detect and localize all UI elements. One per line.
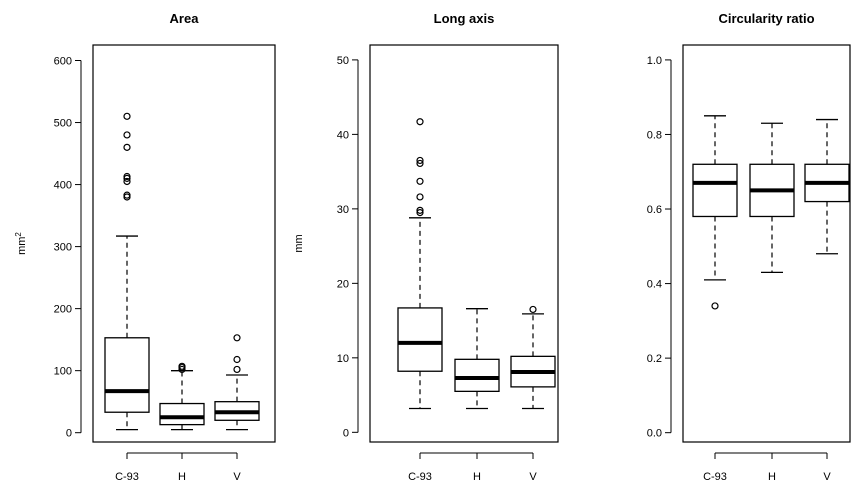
plot-frame — [682, 44, 851, 443]
x-tick-label: V — [233, 471, 241, 483]
panel-1: Long axis 0 10 20 30 40 50 mm C-93 H V — [293, 11, 559, 483]
iqr-box — [454, 358, 500, 393]
plot-frame — [369, 44, 559, 443]
y-tick-label: 400 — [54, 180, 72, 192]
outlier-point — [178, 362, 186, 370]
y-tick-label: 1.0 — [647, 55, 662, 67]
iqr-box — [692, 163, 738, 218]
y-tick-label: 10 — [337, 353, 349, 365]
x-tick-label: H — [178, 471, 186, 483]
y-axis-label: mm2 — [14, 232, 29, 255]
outlier-point — [416, 177, 424, 185]
y-tick-label: 0.2 — [647, 353, 662, 365]
box-H — [454, 308, 500, 410]
plot-frame — [92, 44, 276, 443]
outlier-point — [416, 193, 424, 201]
outlier-point — [233, 355, 241, 364]
panel-title: Long axis — [434, 11, 495, 26]
box-V — [510, 305, 556, 410]
y-tick-label: 100 — [54, 366, 72, 378]
outlier-point — [711, 302, 719, 310]
outlier-point — [233, 365, 241, 374]
box-H — [159, 362, 205, 431]
box-V — [214, 334, 260, 431]
panel-title: Area — [170, 11, 200, 26]
outlier-point — [416, 118, 424, 126]
x-tick-label: V — [529, 471, 537, 483]
y-tick-label: 600 — [54, 56, 72, 68]
box-C-93 — [397, 118, 443, 410]
y-tick-label: 0.0 — [647, 428, 662, 440]
outlier-point — [123, 172, 131, 181]
y-tick-label: 500 — [54, 118, 72, 130]
y-tick-label: 50 — [337, 55, 349, 67]
y-tick-label: 20 — [337, 278, 349, 290]
outlier-point — [416, 206, 424, 214]
y-tick-label: 0.4 — [647, 279, 662, 291]
box-C-93 — [104, 112, 150, 431]
y-tick-label: 30 — [337, 204, 349, 216]
y-axis-label: mm — [293, 234, 305, 252]
panel-title: Circularity ratio — [718, 11, 814, 26]
y-tick-label: 200 — [54, 304, 72, 316]
y-tick-label: 0 — [343, 427, 349, 439]
box-V — [804, 118, 850, 255]
x-tick-label: H — [768, 471, 776, 483]
box-C-93 — [692, 115, 738, 310]
x-tick-label: C-93 — [408, 471, 432, 483]
y-axis-label-superscript: 2 — [14, 232, 23, 237]
outlier-point — [123, 143, 131, 151]
outlier-point — [416, 208, 424, 217]
outlier-point — [416, 159, 424, 168]
panel-2: Circularity ratio 0.0 0.2 0.4 0.6 0.8 1.0 C-93 H… — [647, 11, 851, 483]
x-tick-label: V — [823, 471, 831, 483]
y-tick-label: 40 — [337, 129, 349, 141]
x-tick-label: C-93 — [115, 471, 139, 483]
outlier-point — [123, 131, 131, 139]
x-tick-label: H — [473, 471, 481, 483]
outlier-point — [416, 156, 424, 165]
iqr-box — [159, 402, 205, 426]
outlier-point — [233, 334, 241, 342]
x-tick-label: C-93 — [703, 471, 727, 483]
box-H — [749, 122, 795, 274]
outlier-point — [123, 112, 131, 120]
iqr-box — [397, 307, 443, 372]
outlier-point — [529, 305, 537, 314]
iqr-box — [104, 337, 150, 413]
y-tick-label: 0.8 — [647, 129, 662, 141]
panel-0: Area 0 100 200 300 400 500 600 mm2 C-93 H V — [14, 11, 276, 483]
outlier-point — [123, 191, 131, 199]
y-tick-label: 0.6 — [647, 204, 662, 216]
y-tick-label: 0 — [66, 428, 72, 440]
outlier-point — [123, 177, 131, 186]
y-tick-label: 300 — [54, 242, 72, 254]
